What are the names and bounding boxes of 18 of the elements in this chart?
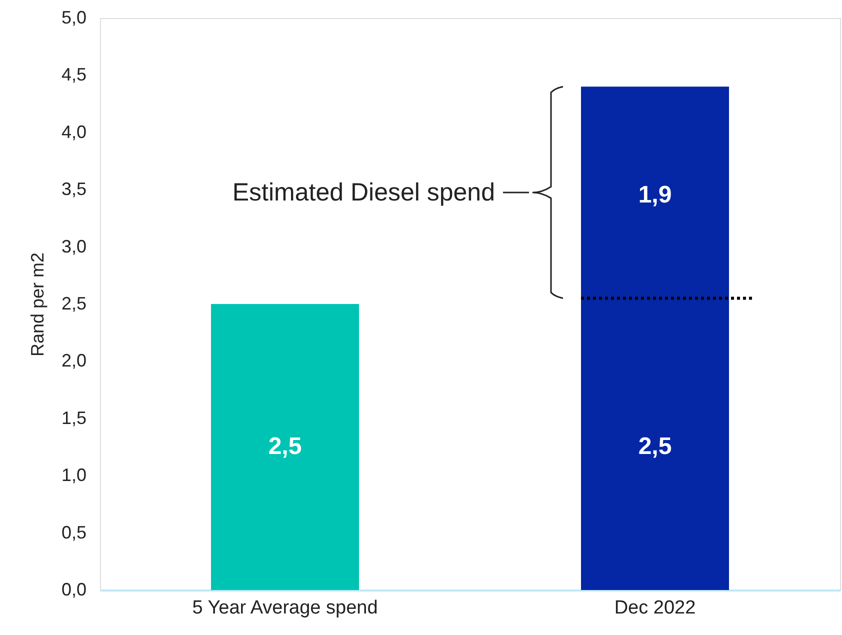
y-tick-label: 0,0 bbox=[61, 580, 86, 600]
y-axis-title: Rand per m2 bbox=[27, 252, 48, 357]
y-tick-label: 2,5 bbox=[61, 294, 86, 314]
data-label: 2,5 bbox=[268, 433, 302, 460]
y-tick-label: 1,0 bbox=[61, 465, 86, 486]
y-tick-label: 2,0 bbox=[61, 350, 86, 371]
data-label: 1,9 bbox=[638, 181, 672, 208]
y-tick-label: 4,5 bbox=[61, 64, 86, 85]
x-tick-label: 5 Year Average spend bbox=[192, 598, 378, 618]
y-tick-label: 0,5 bbox=[61, 522, 86, 542]
y-tick-label: 5,0 bbox=[61, 8, 86, 28]
x-tick-label: Dec 2022 bbox=[614, 598, 696, 618]
y-tick-label: 3,5 bbox=[61, 179, 86, 200]
y-tick-label: 1,5 bbox=[61, 408, 86, 428]
y-tick-label: 3,0 bbox=[61, 236, 86, 256]
y-tick-label: 4,0 bbox=[61, 122, 86, 142]
data-label: 2,5 bbox=[638, 433, 672, 460]
annotation: Estimated Diesel spend bbox=[232, 178, 495, 206]
